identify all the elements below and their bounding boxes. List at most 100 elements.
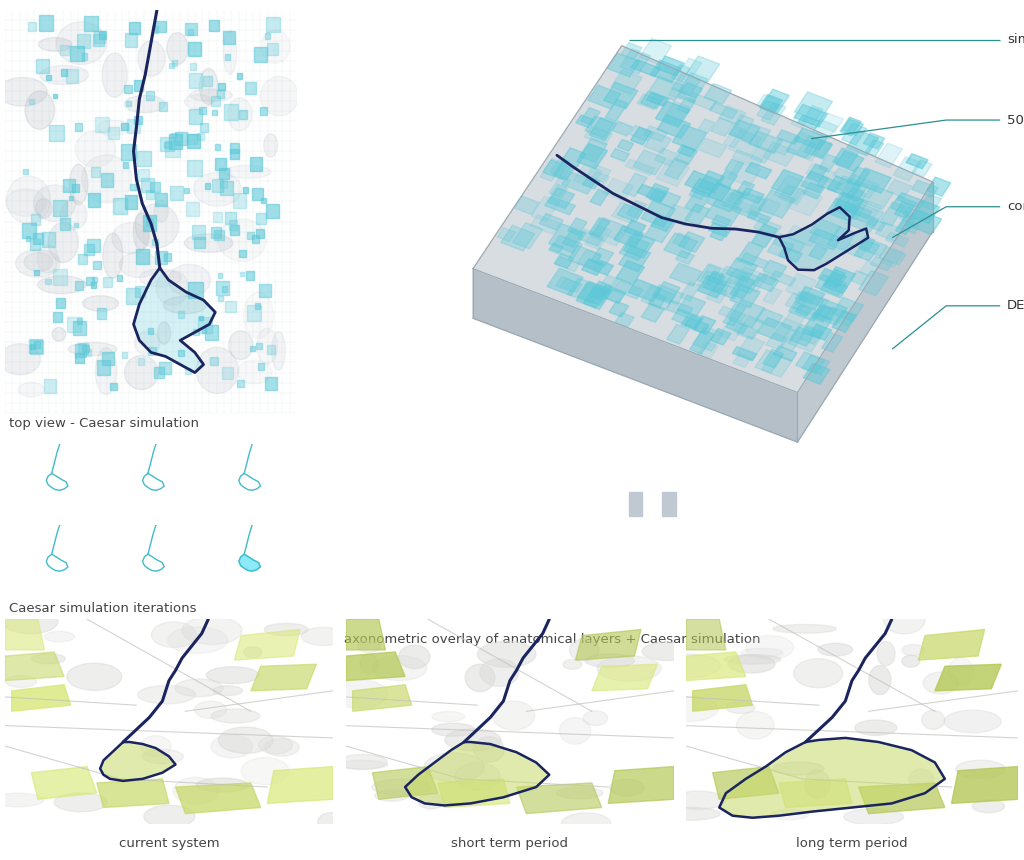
Polygon shape	[512, 223, 543, 249]
Bar	[185, 22, 197, 35]
Polygon shape	[795, 92, 833, 121]
Ellipse shape	[95, 347, 117, 395]
Polygon shape	[847, 131, 879, 156]
Text: 500y flood: 500y flood	[1007, 114, 1024, 126]
Polygon shape	[772, 138, 793, 155]
Polygon shape	[603, 278, 632, 303]
Polygon shape	[825, 269, 846, 288]
Ellipse shape	[657, 808, 720, 820]
Ellipse shape	[143, 805, 195, 827]
Polygon shape	[845, 244, 865, 258]
Polygon shape	[831, 193, 868, 219]
Polygon shape	[705, 83, 732, 104]
Polygon shape	[663, 101, 690, 126]
Text: DEM: DEM	[1007, 299, 1024, 312]
Ellipse shape	[884, 605, 925, 634]
Bar	[96, 308, 106, 318]
Bar	[29, 99, 34, 104]
Bar	[156, 21, 166, 32]
Polygon shape	[698, 170, 725, 193]
Polygon shape	[760, 273, 777, 286]
Ellipse shape	[25, 91, 54, 129]
Ellipse shape	[154, 200, 169, 222]
Polygon shape	[786, 188, 822, 216]
Bar	[75, 280, 83, 290]
Polygon shape	[611, 70, 642, 95]
Ellipse shape	[242, 758, 289, 784]
Polygon shape	[648, 293, 667, 308]
Ellipse shape	[745, 636, 794, 660]
Ellipse shape	[597, 656, 662, 681]
Polygon shape	[680, 58, 701, 77]
Bar	[125, 34, 137, 46]
Ellipse shape	[672, 791, 725, 809]
Polygon shape	[794, 291, 828, 317]
Polygon shape	[654, 148, 678, 166]
Polygon shape	[835, 175, 868, 198]
Polygon shape	[685, 171, 720, 194]
Polygon shape	[746, 195, 780, 221]
Ellipse shape	[34, 185, 76, 221]
Polygon shape	[726, 320, 748, 334]
Bar	[44, 379, 55, 393]
Polygon shape	[723, 126, 746, 148]
Ellipse shape	[134, 331, 160, 355]
Bar	[53, 200, 67, 216]
Polygon shape	[813, 299, 847, 325]
Bar	[109, 127, 119, 139]
Polygon shape	[725, 159, 743, 175]
Polygon shape	[549, 224, 586, 253]
Ellipse shape	[923, 672, 958, 694]
Polygon shape	[791, 114, 808, 128]
Polygon shape	[827, 226, 856, 251]
Polygon shape	[562, 172, 596, 194]
Polygon shape	[770, 271, 796, 286]
Ellipse shape	[102, 233, 123, 279]
Ellipse shape	[197, 778, 248, 792]
Polygon shape	[796, 286, 825, 309]
Bar	[91, 282, 95, 288]
Polygon shape	[799, 292, 824, 306]
Bar	[56, 298, 65, 308]
Polygon shape	[773, 234, 805, 253]
Polygon shape	[847, 167, 869, 187]
Ellipse shape	[398, 645, 430, 668]
Polygon shape	[809, 245, 827, 260]
Polygon shape	[585, 225, 611, 249]
Polygon shape	[234, 630, 300, 660]
Bar	[229, 225, 239, 235]
Polygon shape	[785, 225, 819, 247]
Polygon shape	[911, 200, 940, 224]
Polygon shape	[665, 205, 693, 225]
Bar	[151, 181, 160, 192]
Bar	[183, 187, 188, 194]
Polygon shape	[756, 309, 783, 328]
Polygon shape	[686, 56, 720, 83]
Bar	[82, 53, 87, 59]
Polygon shape	[762, 353, 793, 378]
Polygon shape	[589, 218, 609, 237]
Polygon shape	[817, 176, 842, 192]
Ellipse shape	[52, 328, 66, 341]
Ellipse shape	[140, 736, 171, 757]
Polygon shape	[651, 214, 674, 231]
Ellipse shape	[642, 642, 692, 660]
Bar	[36, 59, 49, 73]
Bar	[130, 184, 136, 190]
Ellipse shape	[197, 347, 239, 394]
Polygon shape	[766, 333, 787, 350]
Polygon shape	[861, 185, 893, 210]
Polygon shape	[575, 115, 594, 127]
Polygon shape	[850, 270, 868, 285]
Bar	[138, 358, 144, 365]
Polygon shape	[656, 160, 689, 187]
Polygon shape	[549, 243, 563, 254]
Bar	[136, 249, 148, 263]
Bar	[255, 303, 260, 309]
Bar	[252, 188, 263, 200]
Polygon shape	[697, 275, 727, 298]
Polygon shape	[605, 100, 628, 121]
Polygon shape	[785, 293, 808, 310]
Ellipse shape	[444, 729, 501, 751]
Bar	[101, 173, 114, 187]
